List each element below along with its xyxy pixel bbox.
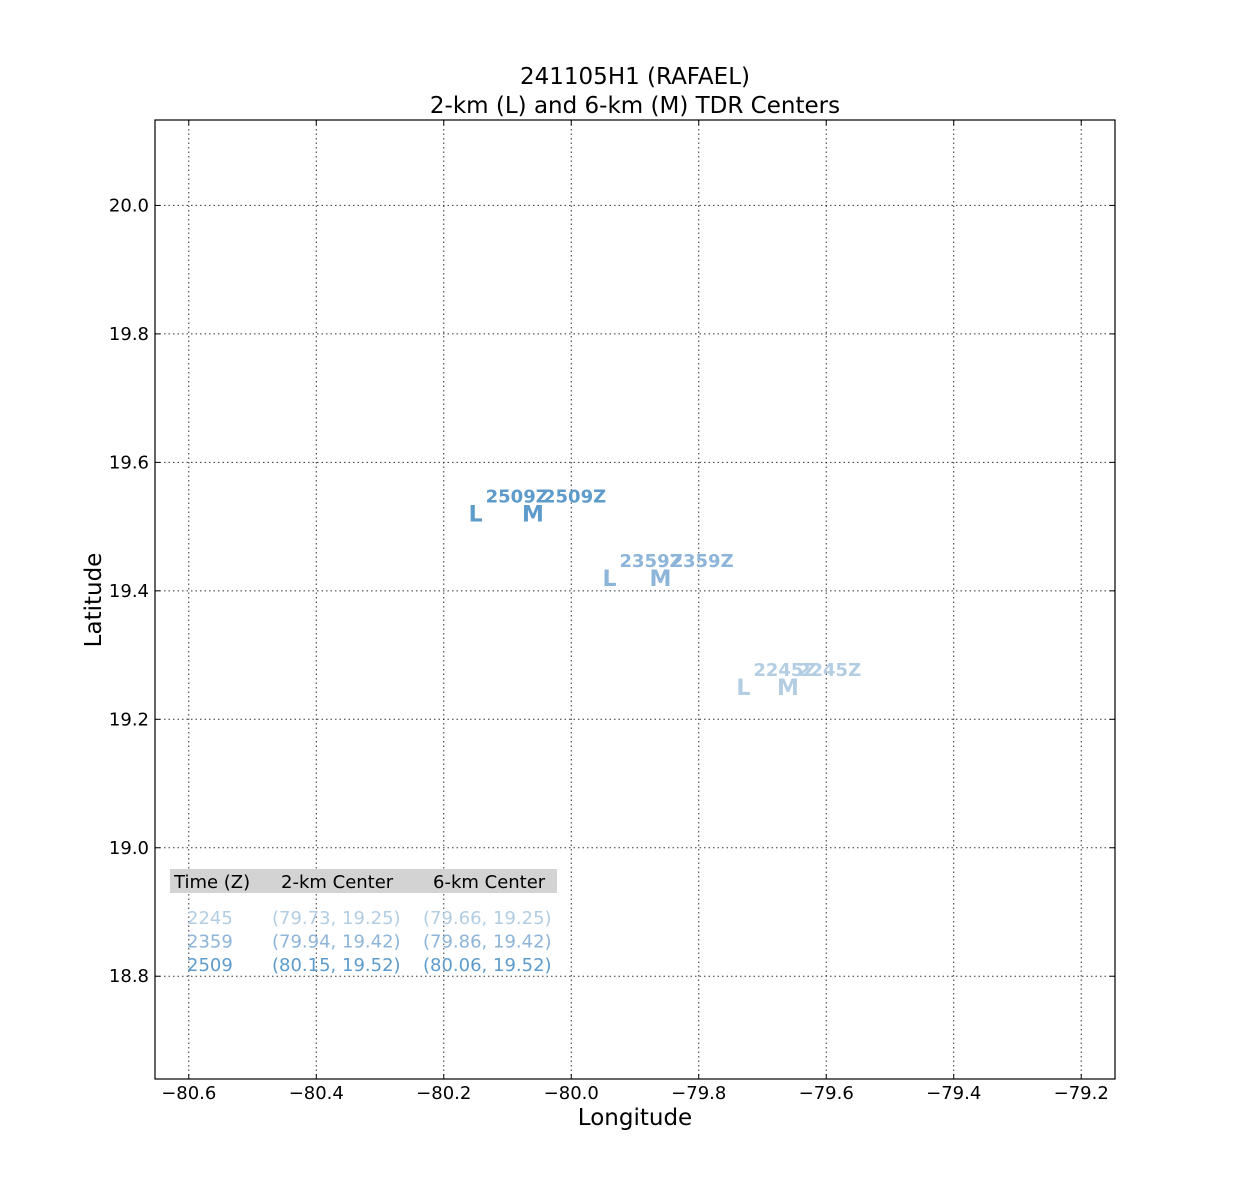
table-time-cell: 2509 [187, 955, 233, 976]
table-header-cell: 2-km Center [281, 872, 394, 893]
time-tag-label: 2509Z [486, 487, 549, 508]
x-axis-label: Longitude [578, 1105, 692, 1131]
y-tick-label: 19.8 [109, 324, 149, 345]
table-2km-cell: (79.94, 19.42) [272, 932, 401, 953]
x-tick-label: −79.6 [799, 1083, 854, 1104]
chart-subtitle: 2-km (L) and 6-km (M) TDR Centers [430, 93, 840, 119]
center-6km-marker: M [522, 503, 544, 528]
table-header-cell: 6-km Center [433, 872, 546, 893]
table-6km-cell: (79.86, 19.42) [423, 932, 552, 953]
y-tick-label: 19.2 [109, 709, 149, 730]
table-time-cell: 2245 [187, 908, 233, 929]
x-tick-label: −80.0 [544, 1083, 599, 1104]
y-tick-label: 20.0 [109, 195, 149, 216]
y-tick-label: 19.0 [109, 838, 149, 859]
plot-frame [154, 119, 1116, 1080]
table-6km-cell: (79.66, 19.25) [423, 908, 552, 929]
x-tick-label: −80.2 [416, 1083, 471, 1104]
table-2km-cell: (79.73, 19.25) [272, 908, 401, 929]
x-tick-label: −80.6 [161, 1083, 216, 1104]
center-2km-marker: L [602, 567, 616, 592]
x-tick-label: −79.4 [926, 1083, 981, 1104]
center-6km-marker: M [777, 676, 799, 701]
table-2km-cell: (80.15, 19.52) [272, 955, 401, 976]
center-6km-marker: M [650, 567, 672, 592]
center-2km-marker: L [469, 503, 483, 528]
table-time-cell: 2359 [187, 932, 233, 953]
center-table: Time (Z) 2-km Center 6-km Center 2245 (79.73… [170, 869, 557, 976]
time-tag-label: 2509Z [543, 487, 606, 508]
x-tick-label: −80.4 [289, 1083, 344, 1104]
time-tag-label: 2359Z [620, 551, 683, 572]
table-header-cell: Time (Z) [173, 872, 250, 893]
y-axis-label: Latitude [81, 553, 107, 648]
table-header-background [170, 869, 557, 893]
time-tag-label: 2359Z [670, 551, 733, 572]
x-tick-label: −79.2 [1054, 1083, 1109, 1104]
y-tick-label: 19.4 [109, 581, 149, 602]
y-tick-label: 19.6 [109, 452, 149, 473]
x-tick-label: −79.8 [671, 1083, 726, 1104]
center-2km-marker: L [736, 676, 750, 701]
time-tag-label: 2245Z [798, 660, 861, 681]
y-tick-label: 18.8 [109, 966, 149, 987]
chart-title: 241105H1 (RAFAEL) [520, 64, 750, 90]
time-tag-label: 2245Z [753, 660, 816, 681]
axis-ticks: −80.6 −80.4 −80.2 −80.0 −79.8 −79.6 −79.4 −79.2… [109, 120, 1115, 1104]
table-6km-cell: (80.06, 19.52) [423, 955, 552, 976]
